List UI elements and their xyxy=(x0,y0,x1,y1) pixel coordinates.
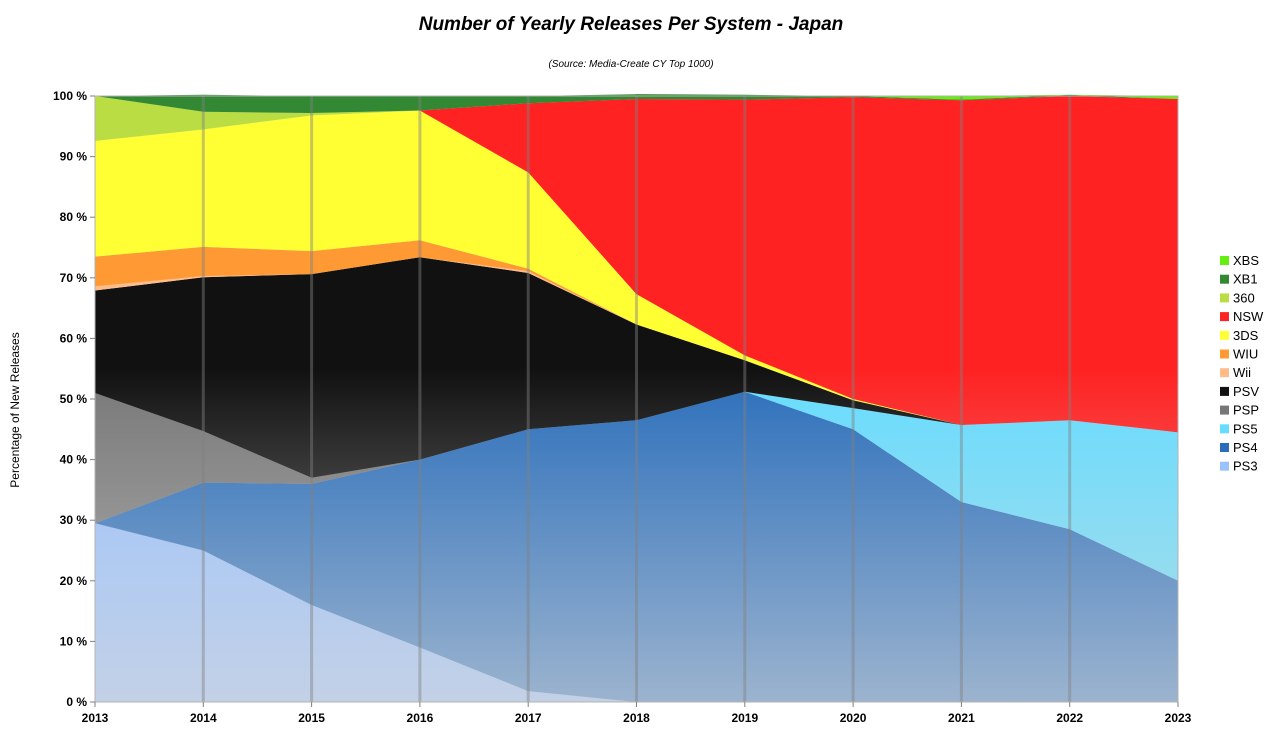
legend-swatch-3ds xyxy=(1220,330,1229,340)
legend-swatch-ps4 xyxy=(1220,443,1229,452)
legend-label-360: 360 xyxy=(1233,290,1255,305)
y-tick-label: 10 % xyxy=(60,634,88,648)
legend-label-nsw: NSW xyxy=(1233,309,1264,324)
legend-label-ps4: PS4 xyxy=(1233,440,1258,455)
y-tick-label: 30 % xyxy=(60,513,88,527)
legend-swatch-nsw xyxy=(1220,312,1229,322)
legend-label-xb1: XB1 xyxy=(1233,272,1258,287)
area-3ds xyxy=(95,110,1178,433)
y-tick-label: 70 % xyxy=(60,271,88,285)
legend-swatch-psp xyxy=(1220,405,1229,415)
legend: XBS XB1 360 NSW 3DS WIU Wii PSV PSP PS5 PS4 PS3 xyxy=(1220,253,1264,474)
x-tick-label: 2021 xyxy=(948,711,975,725)
legend-label-wii: Wii xyxy=(1233,365,1251,380)
legend-label-xbs: XBS xyxy=(1233,253,1259,268)
legend-label-ps3: PS3 xyxy=(1233,459,1258,474)
y-tick-label: 0 % xyxy=(66,695,87,709)
chart-subtitle: (Source: Media-Create CY Top 1000) xyxy=(548,59,713,70)
legend-swatch-xb1 xyxy=(1220,274,1229,284)
y-tick-label: 100 % xyxy=(53,89,87,103)
area-psv xyxy=(95,257,1178,478)
x-tick-label: 2018 xyxy=(623,711,650,725)
y-tick-label: 80 % xyxy=(60,210,88,224)
area-xbs xyxy=(95,94,1178,100)
legend-swatch-xbs xyxy=(1220,256,1229,265)
legend-swatch-wiu xyxy=(1220,349,1229,359)
y-tick-label: 40 % xyxy=(60,453,88,467)
chart-title: Number of Yearly Releases Per System - J… xyxy=(419,14,844,35)
x-tick-label: 2017 xyxy=(515,711,542,725)
x-axis: 2013 2014 2015 2016 2017 2018 2019 2020 2021 2022… xyxy=(82,702,1192,725)
area-ps3 xyxy=(95,523,1178,702)
legend-swatch-360 xyxy=(1220,293,1229,303)
legend-label-psp: PSP xyxy=(1233,403,1259,418)
area-nsw xyxy=(95,96,1178,433)
y-axis-label: Percentage of New Releases xyxy=(8,332,22,487)
x-tick-label: 2014 xyxy=(190,711,217,725)
legend-label-wiu: WIU xyxy=(1233,347,1258,362)
x-tick-label: 2023 xyxy=(1165,711,1192,725)
y-tick-label: 90 % xyxy=(60,150,88,164)
y-tick-label: 50 % xyxy=(60,392,88,406)
area-wiu xyxy=(95,240,1178,433)
legend-swatch-wii xyxy=(1220,368,1229,378)
x-tick-label: 2022 xyxy=(1056,711,1083,725)
area-ps4 xyxy=(95,391,1178,702)
x-tick-label: 2019 xyxy=(731,711,758,725)
legend-swatch-ps5 xyxy=(1220,424,1229,434)
x-tick-label: 2015 xyxy=(298,711,325,725)
x-tick-label: 2013 xyxy=(82,711,109,725)
legend-label-ps5: PS5 xyxy=(1233,421,1258,436)
legend-label-3ds: 3DS xyxy=(1233,328,1259,343)
y-tick-label: 60 % xyxy=(60,331,88,345)
area-layer xyxy=(95,94,1178,702)
legend-swatch-ps3 xyxy=(1220,461,1229,471)
area-ps5 xyxy=(95,391,1178,581)
y-tick-label: 20 % xyxy=(60,574,88,588)
x-tick-label: 2016 xyxy=(407,711,434,725)
x-tick-label: 2020 xyxy=(840,711,867,725)
legend-swatch-psv xyxy=(1220,386,1229,396)
gridlines xyxy=(201,96,1072,702)
legend-label-psv: PSV xyxy=(1233,384,1259,399)
y-axis: 0 % 10 % 20 % 30 % 40 % 50 % 60 % 70 % 80 % 90 % 1… xyxy=(53,89,95,709)
area-xb1 xyxy=(95,94,1178,113)
